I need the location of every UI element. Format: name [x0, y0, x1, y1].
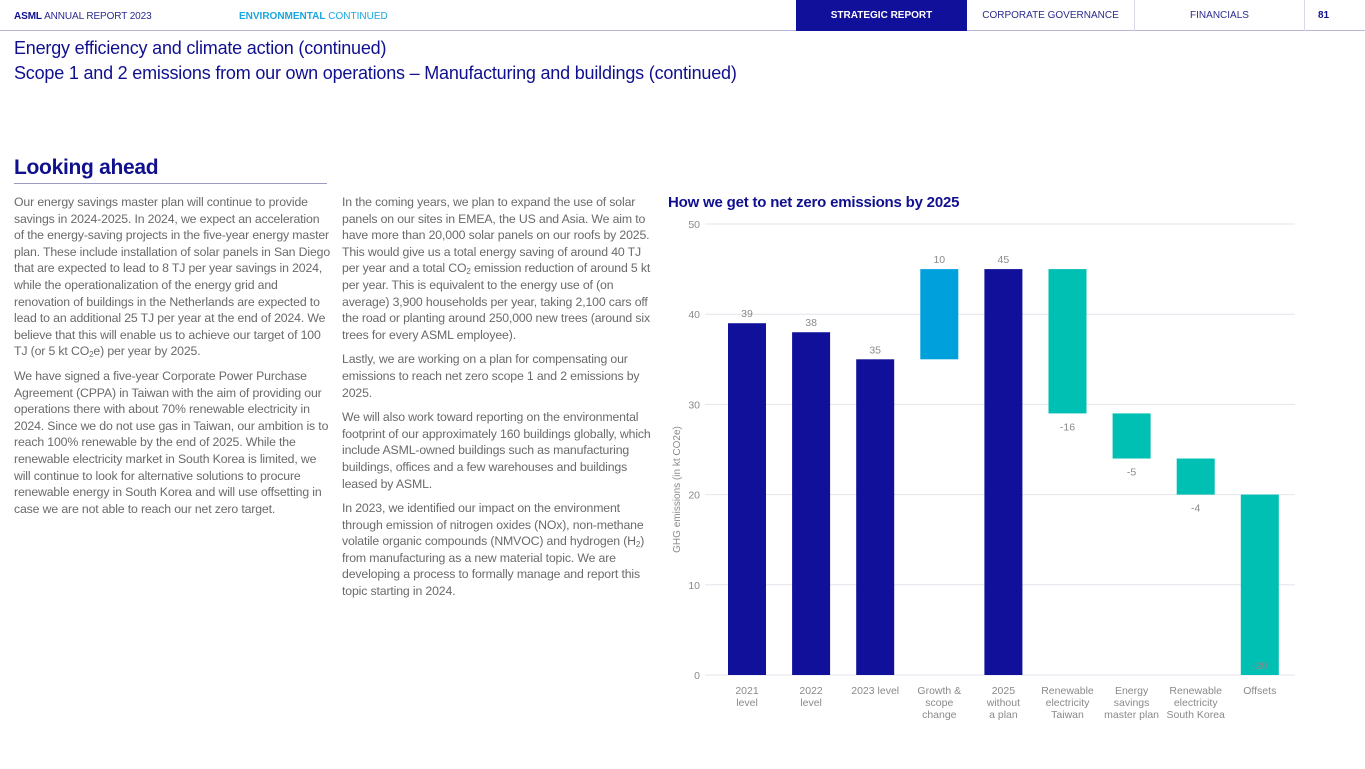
body-column-1: Our energy savings master plan will cont…	[14, 194, 332, 525]
x-axis-label-line: master plan	[1104, 709, 1159, 721]
y-axis-ticks: 0 10 20 30 40 50	[688, 219, 700, 682]
x-axis-label: Offsets	[1243, 685, 1276, 697]
page-number-text: 81	[1318, 10, 1330, 21]
data-label: 38	[805, 317, 817, 329]
x-axis-label-line: savings	[1114, 697, 1150, 709]
y-tick-label: 0	[694, 670, 700, 682]
x-axis-label-line: level	[800, 697, 822, 709]
nav-tab-strategic-report[interactable]: STRATEGIC REPORT	[796, 0, 967, 31]
text: In the coming years, we plan to expand t…	[342, 195, 650, 276]
nav-tab-financials[interactable]: FINANCIALS	[1135, 0, 1305, 31]
subscript: 2	[635, 540, 641, 550]
report-name: ANNUAL REPORT 2023	[41, 11, 152, 22]
x-axis-label-line: Renewable	[1041, 685, 1094, 697]
paragraph: Our energy savings master plan will cont…	[14, 194, 332, 360]
data-label: 10	[933, 254, 945, 266]
subscript: 2	[466, 267, 471, 277]
brand-name: ASML	[14, 11, 42, 22]
y-tick-label: 50	[688, 219, 700, 231]
x-axis-label: 2022 level	[799, 685, 823, 709]
paragraph: In the coming years, we plan to expand t…	[342, 194, 658, 343]
chart-title: How we get to net zero emissions by 2025	[668, 194, 960, 211]
page-subtitle: Scope 1 and 2 emissions from our own ope…	[14, 63, 737, 83]
x-axis-label: 2023 level	[851, 685, 899, 697]
x-axis-label-line: Energy	[1115, 685, 1149, 697]
bar-decrease	[1048, 269, 1087, 414]
data-labels: 39 38 35 10 45 -16 -5 -4 -20	[741, 254, 1267, 672]
bar-total	[984, 269, 1023, 675]
bar-decrease	[1112, 413, 1151, 459]
bar-total	[728, 323, 766, 675]
x-axis-label-line: electricity	[1174, 697, 1219, 709]
section-heading: Looking ahead	[14, 156, 159, 179]
x-axis-label: Renewable electricity South Korea	[1167, 685, 1226, 721]
y-axis-label: GHG emissions (in kt CO2e)	[672, 426, 683, 553]
section-name: ENVIRONMENTAL	[239, 11, 326, 22]
heading-divider	[14, 183, 327, 184]
x-axis-label-line: electricity	[1046, 697, 1091, 709]
text: In 2023, we identified our impact on the…	[342, 501, 644, 549]
text: ) from manufacturing as a new material t…	[342, 534, 645, 599]
bar-total	[856, 359, 895, 675]
page-title: Energy efficiency and climate action (co…	[14, 38, 387, 58]
nav-tab-corporate-governance[interactable]: CORPORATE GOVERNANCE	[967, 0, 1135, 31]
y-tick-label: 30	[688, 399, 700, 411]
x-axis-label-line: a plan	[989, 709, 1018, 721]
page-number: 81	[1306, 0, 1365, 31]
data-label: 39	[741, 308, 753, 320]
x-axis-label-line: change	[922, 709, 957, 721]
x-axis-label-line: Taiwan	[1051, 709, 1084, 721]
y-tick-label: 10	[688, 580, 700, 592]
text: emission reduction of around 5 kt per ye…	[342, 261, 651, 342]
x-axis-label-line: level	[736, 697, 758, 709]
paragraph: Lastly, we are working on a plan for com…	[342, 352, 640, 400]
y-tick-label: 40	[688, 309, 700, 321]
top-navigation-bar: ASML ANNUAL REPORT 2023 ENVIRONMENTAL CO…	[0, 0, 1365, 31]
nav-tab-label: FINANCIALS	[1190, 10, 1249, 21]
paragraph: In 2023, we identified our impact on the…	[342, 500, 658, 600]
x-axis-label: Energy savings master plan	[1104, 685, 1159, 721]
text: e) per year by 2025.	[93, 344, 201, 359]
paragraph: We will also work toward reporting on th…	[342, 410, 651, 491]
x-axis-label: 2021 level	[735, 685, 759, 709]
report-brand[interactable]: ASML ANNUAL REPORT 2023	[14, 11, 152, 22]
section-continued: CONTINUED	[325, 11, 388, 22]
x-axis-label-line: 2021	[735, 685, 759, 697]
bar-decrease	[1176, 458, 1215, 495]
x-axis-label: Renewable electricity Taiwan	[1041, 685, 1094, 721]
nav-tab-label: STRATEGIC REPORT	[830, 10, 933, 21]
x-axis-label-line: Growth &	[917, 685, 961, 697]
y-tick-label: 20	[688, 490, 700, 502]
x-axis-label-line: Renewable	[1169, 685, 1222, 697]
data-label: -20	[1252, 660, 1267, 672]
x-axis-label: 2025 without a plan	[986, 685, 1020, 721]
x-axis-label-line: without	[986, 697, 1020, 709]
waterfall-chart: 0 10 20 30 40 50 GHG emissions (in kt CO2e) 3…	[672, 219, 1295, 721]
nav-tab-label: CORPORATE GOVERNANCE	[982, 10, 1119, 21]
subscript: 2	[89, 350, 94, 360]
data-label: 45	[998, 254, 1010, 266]
x-axis-label-line: 2022	[799, 685, 823, 697]
data-label: -16	[1060, 421, 1075, 433]
data-label: -5	[1127, 467, 1136, 479]
paragraph: We have signed a five-year Corporate Pow…	[14, 368, 329, 516]
body-column-2: In the coming years, we plan to expand t…	[342, 194, 658, 608]
data-label: 35	[869, 344, 881, 356]
bars	[728, 269, 1279, 675]
x-axis-label-line: Offsets	[1243, 685, 1276, 697]
x-axis-label: Growth & scope change	[917, 685, 961, 721]
section-label[interactable]: ENVIRONMENTAL CONTINUED	[239, 11, 388, 22]
text: Our energy savings master plan will cont…	[14, 195, 331, 359]
bar-total	[792, 332, 831, 675]
bar-increase	[920, 269, 959, 360]
data-label: -4	[1191, 503, 1200, 515]
x-axis-label-line: 2025	[992, 685, 1016, 697]
x-axis-label-line: South Korea	[1167, 709, 1226, 721]
bar-decrease	[1240, 494, 1279, 675]
x-axis-label-line: 2023 level	[851, 685, 899, 697]
x-axis-label-line: scope	[925, 697, 953, 709]
